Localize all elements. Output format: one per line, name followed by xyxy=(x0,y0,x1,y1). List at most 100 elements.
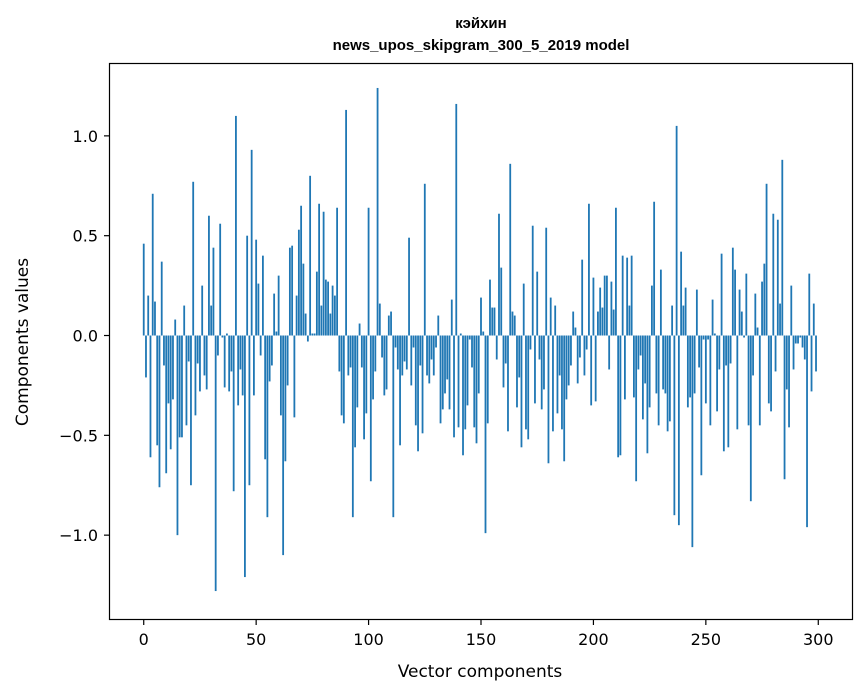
bar-139 xyxy=(455,103,458,336)
chart-title: кэйхин xyxy=(455,15,506,32)
bar-293 xyxy=(801,335,804,348)
bar-155 xyxy=(491,307,494,336)
bar-64 xyxy=(286,335,289,386)
bar-47 xyxy=(248,335,251,486)
bar-22 xyxy=(192,181,195,336)
bar-181 xyxy=(549,297,552,336)
bar-122 xyxy=(417,335,419,452)
bar-252 xyxy=(709,335,712,426)
bar-138 xyxy=(453,335,455,438)
bar-186 xyxy=(561,335,563,430)
bar-9 xyxy=(163,335,165,366)
bar-153 xyxy=(486,335,489,424)
bar-86 xyxy=(336,207,338,336)
bar-224 xyxy=(646,335,649,454)
bar-199 xyxy=(590,335,593,406)
bar-131 xyxy=(437,315,440,336)
bar-265 xyxy=(738,289,741,336)
bar-1 xyxy=(145,335,147,378)
y-axis-ticks: −1.0 −0.5 0.0 0.5 1.0 xyxy=(59,127,110,545)
bar-234 xyxy=(668,335,671,422)
bar-72 xyxy=(304,313,307,336)
bar-137 xyxy=(450,299,453,336)
bar-132 xyxy=(439,335,442,424)
bar-81 xyxy=(324,279,327,336)
bar-130 xyxy=(435,335,437,348)
bar-245 xyxy=(693,335,696,394)
bar-150 xyxy=(480,297,482,336)
bar-40 xyxy=(232,335,235,492)
bar-141 xyxy=(459,333,462,336)
bar-27 xyxy=(203,335,206,376)
bar-146 xyxy=(471,335,473,368)
bar-175 xyxy=(536,271,539,336)
bar-296 xyxy=(808,273,811,336)
x-axis-label: Vector components xyxy=(398,662,563,682)
bar-38 xyxy=(228,335,231,392)
bar-123 xyxy=(419,335,422,366)
bar-171 xyxy=(527,335,530,440)
bar-97 xyxy=(360,335,363,368)
bar-196 xyxy=(583,335,586,376)
bar-289 xyxy=(792,335,795,370)
bar-57 xyxy=(270,335,273,366)
bar-148 xyxy=(475,335,478,444)
bar-162 xyxy=(507,335,509,432)
bar-110 xyxy=(390,311,392,336)
bar-248 xyxy=(700,335,703,476)
bar-198 xyxy=(588,203,590,336)
bar-294 xyxy=(803,335,806,360)
bar-58 xyxy=(273,293,276,336)
bar-117 xyxy=(405,335,408,370)
bar-41 xyxy=(235,115,237,336)
bar-158 xyxy=(498,213,500,336)
bar-200 xyxy=(592,277,595,336)
y-tick-label: −0.5 xyxy=(59,426,98,445)
bar-172 xyxy=(529,335,532,350)
bar-190 xyxy=(570,335,572,366)
bar-232 xyxy=(664,335,667,394)
bar-286 xyxy=(785,335,788,390)
bar-8 xyxy=(160,261,163,336)
bar-156 xyxy=(493,307,496,336)
bar-59 xyxy=(275,331,278,336)
bar-48 xyxy=(250,149,253,336)
bar-285 xyxy=(783,335,786,480)
bar-69 xyxy=(297,229,300,336)
bar-217 xyxy=(630,255,633,336)
bar-209 xyxy=(612,309,615,336)
bar-107 xyxy=(383,335,386,396)
bar-220 xyxy=(637,335,640,370)
bar-180 xyxy=(547,335,550,464)
x-tick-label: 150 xyxy=(466,630,497,649)
bar-54 xyxy=(264,335,267,460)
bar-11 xyxy=(167,335,170,404)
bar-108 xyxy=(385,335,388,390)
bar-228 xyxy=(655,335,658,394)
bar-112 xyxy=(394,335,397,348)
bar-4 xyxy=(151,193,154,336)
bar-230 xyxy=(659,269,662,336)
bar-37 xyxy=(226,333,228,336)
bar-225 xyxy=(648,335,651,408)
bar-292 xyxy=(799,335,802,338)
bar-247 xyxy=(698,335,700,368)
bar-202 xyxy=(597,311,599,336)
bar-256 xyxy=(718,335,721,370)
bar-39 xyxy=(230,335,233,372)
bar-50 xyxy=(255,239,258,336)
bar-271 xyxy=(752,335,754,376)
bar-173 xyxy=(531,225,534,336)
bar-32 xyxy=(214,335,217,592)
bar-154 xyxy=(489,279,491,336)
bar-128 xyxy=(430,335,433,360)
bar-6 xyxy=(156,335,159,446)
bar-147 xyxy=(473,335,476,428)
bar-120 xyxy=(412,335,415,348)
bar-261 xyxy=(729,335,732,364)
bar-98 xyxy=(363,335,365,440)
y-axis-label: Components values xyxy=(13,258,33,426)
bar-92 xyxy=(349,335,352,368)
bar-218 xyxy=(633,335,635,398)
bar-26 xyxy=(201,285,204,336)
